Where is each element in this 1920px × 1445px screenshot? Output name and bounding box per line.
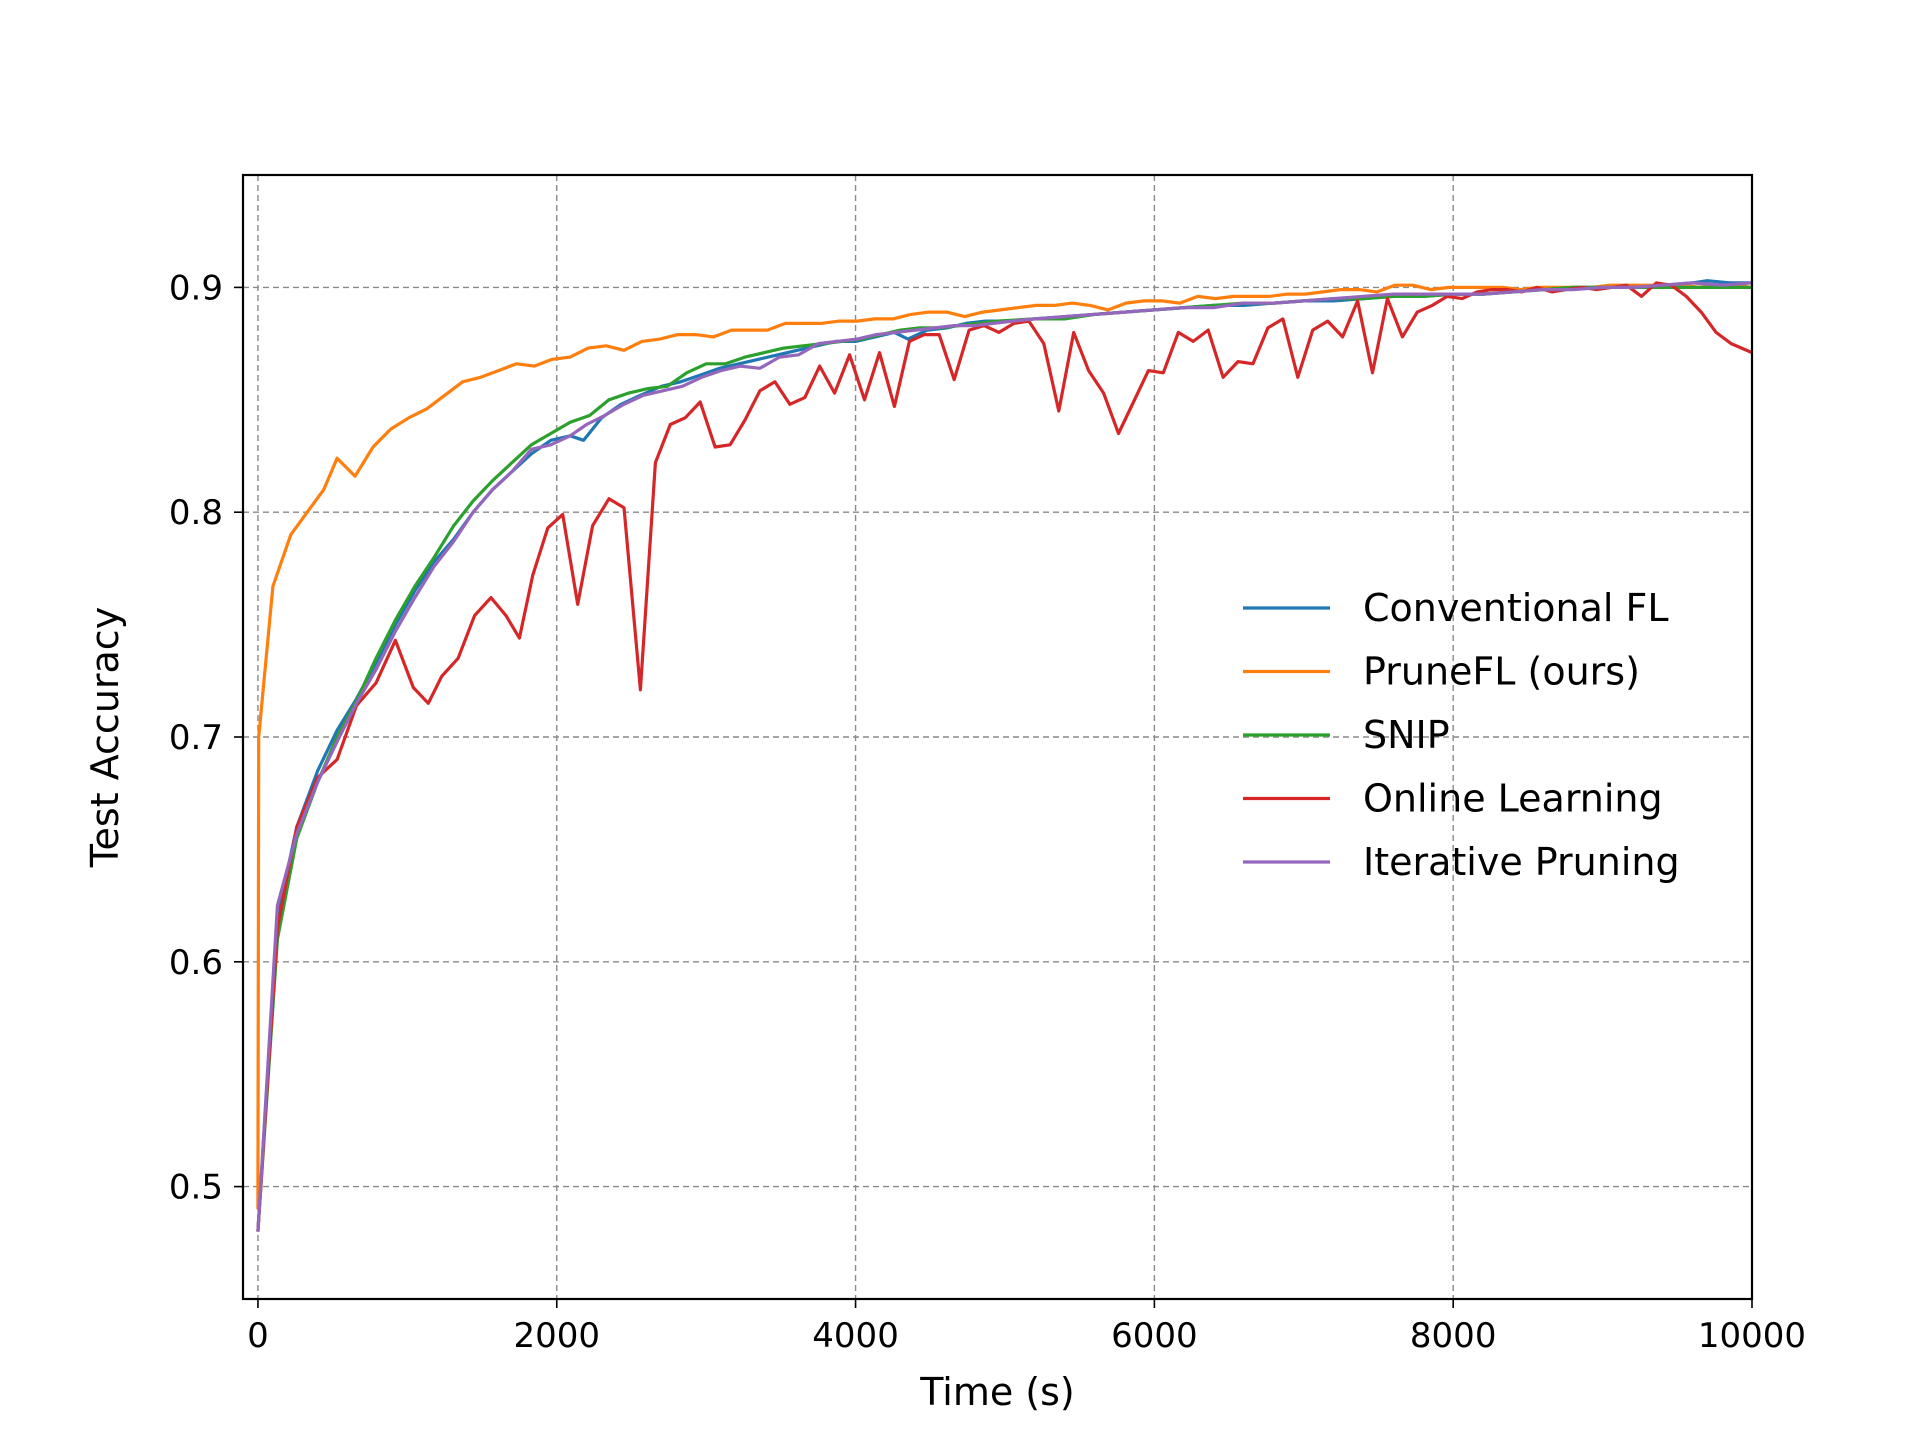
x-tick-label: 10000 [1698,1316,1806,1356]
y-tick-label: 0.7 [169,718,223,758]
legend-label-snip: SNIP [1363,713,1450,757]
y-tick-label: 0.9 [169,268,223,308]
legend-label-iterative-pruning: Iterative Pruning [1363,840,1680,884]
legend: Conventional FL PruneFL (ours) SNIP Online … [1243,586,1680,884]
x-axis-label: Time (s) [919,1370,1075,1414]
series-lines [256,279,1753,1232]
series-line-online-learning [256,281,1753,1232]
legend-label-online-learning: Online Learning [1363,777,1663,821]
legend-label-prunefl-ours: PruneFL (ours) [1363,650,1640,694]
series-line-prunefl-ours [256,283,1753,1210]
y-tick-label: 0.5 [169,1168,223,1208]
y-tick-label: 0.6 [169,943,223,983]
axis-ticks: 0 2000 4000 6000 8000 10000 0.5 0.6 0.7 0.8 0.9 [169,268,1806,1356]
x-tick-label: 0 [247,1316,269,1356]
legend-label-conventional-fl: Conventional FL [1363,586,1669,630]
x-tick-label: 2000 [513,1316,600,1356]
grid [243,175,1753,1299]
x-tick-label: 4000 [812,1316,899,1356]
x-tick-label: 6000 [1111,1316,1198,1356]
series-line-conventional-fl [256,279,1752,1232]
y-axis-label: Test Accuracy [83,607,127,868]
series-line-iterative-pruning [256,281,1753,1232]
y-tick-label: 0.8 [169,493,223,533]
x-tick-label: 8000 [1410,1316,1497,1356]
series-line-snip [256,285,1752,1232]
